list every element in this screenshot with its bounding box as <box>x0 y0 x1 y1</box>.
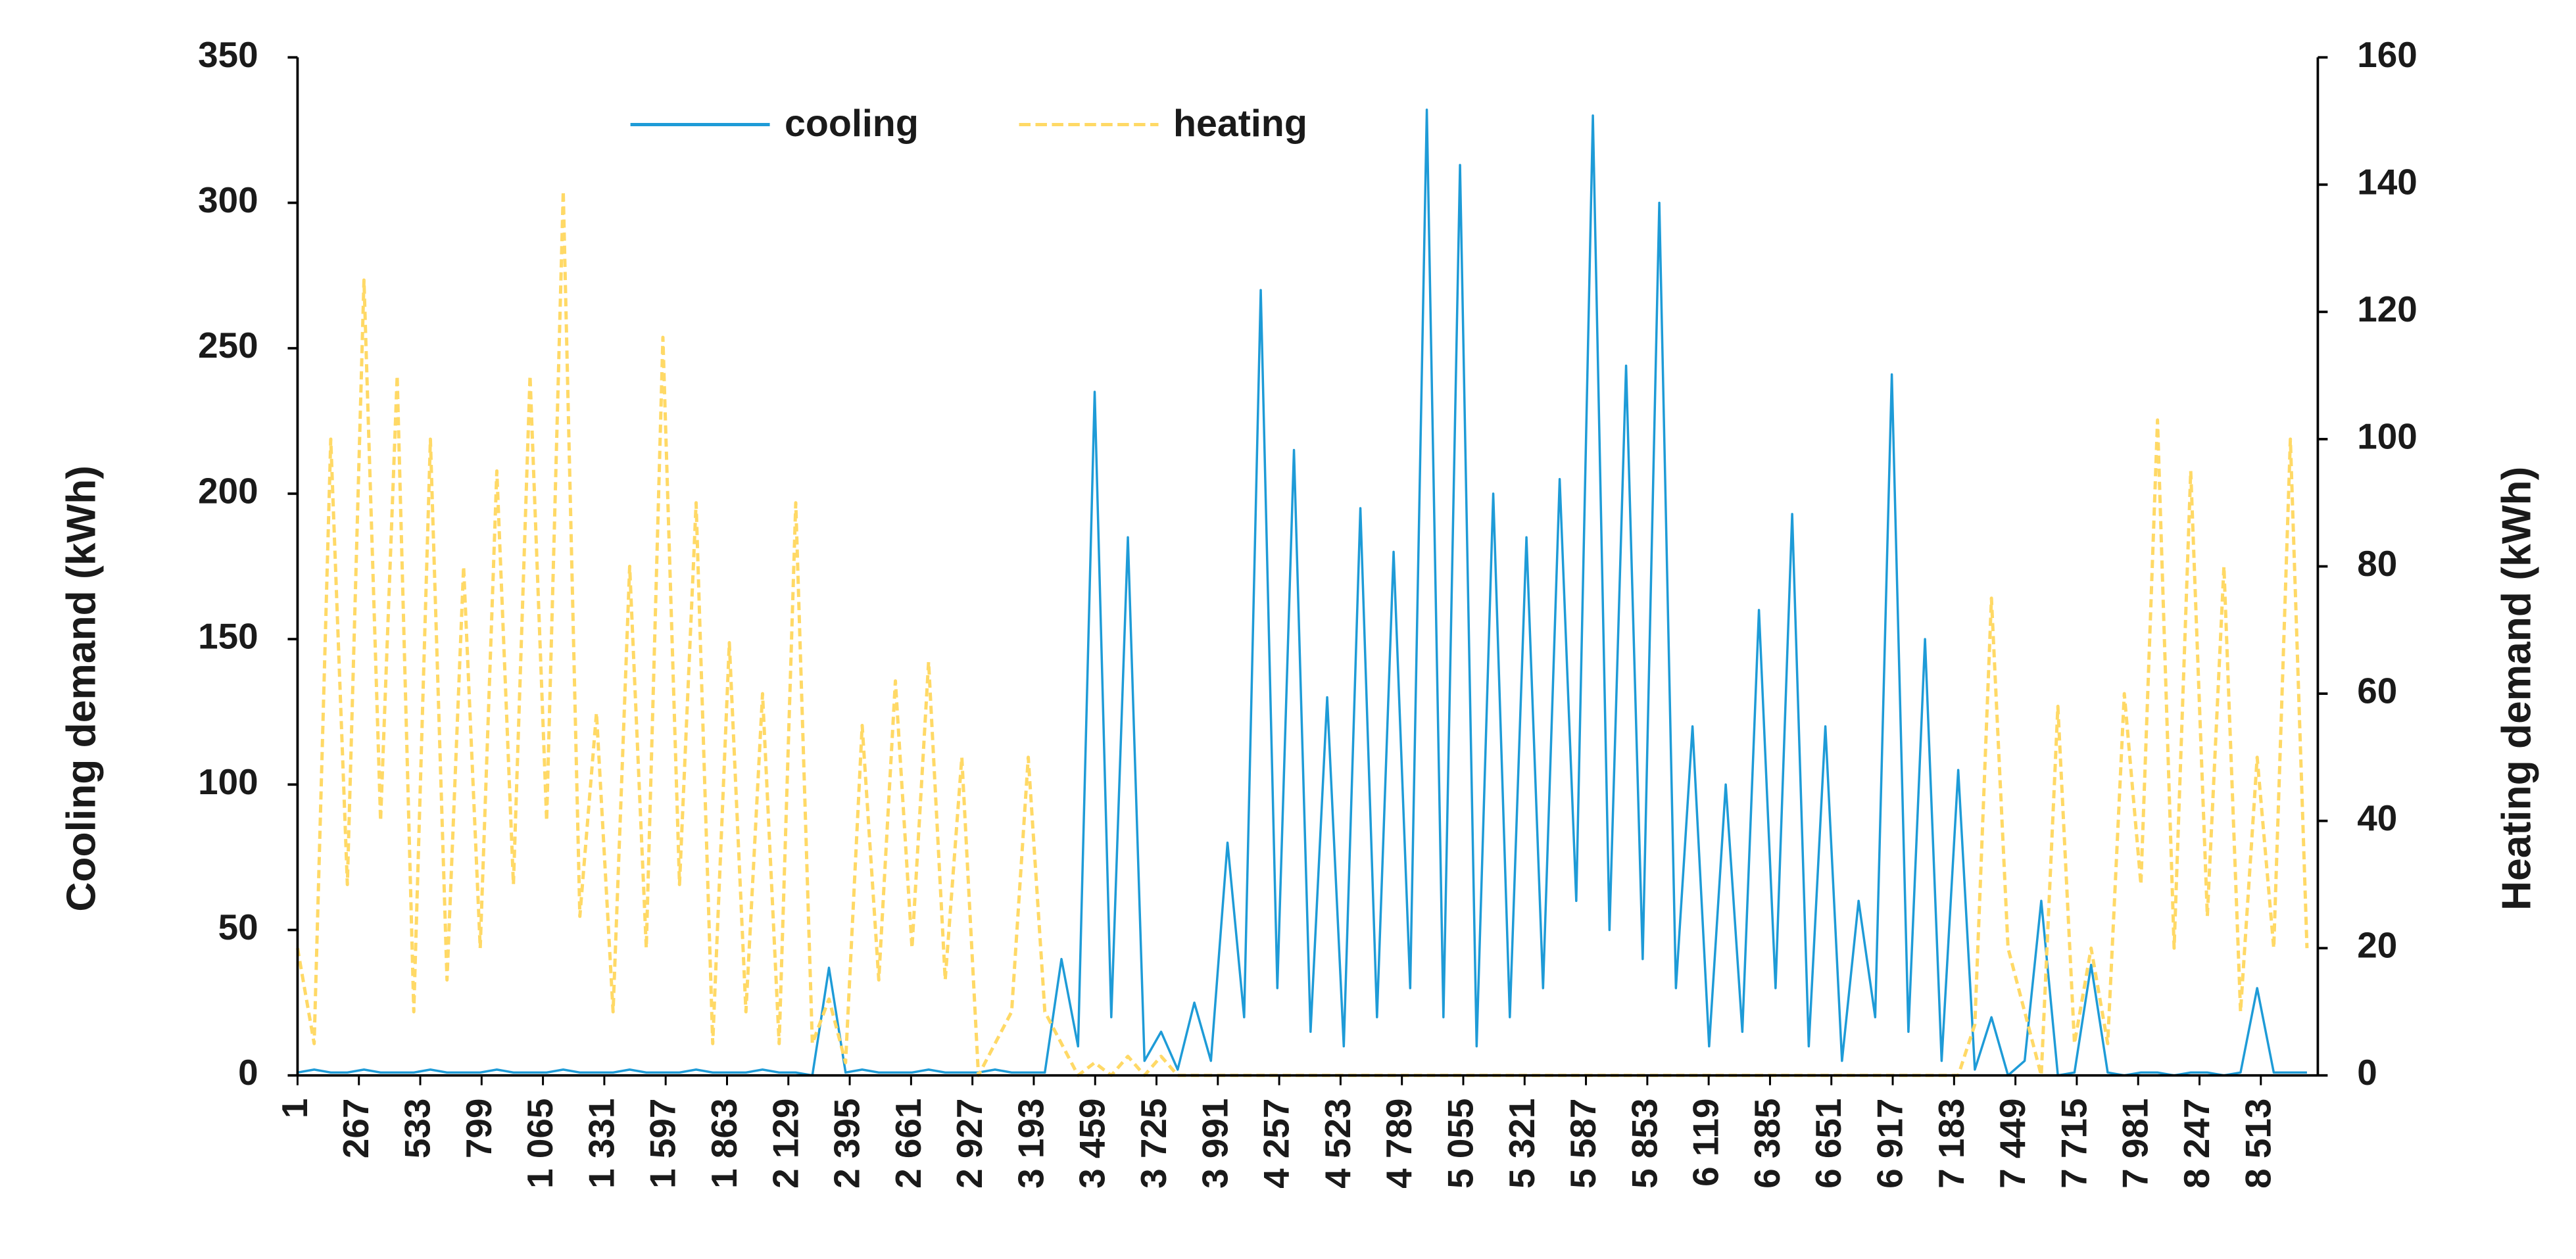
y2-tick-label: 20 <box>2357 925 2397 966</box>
y-tick-label: 0 <box>238 1052 258 1093</box>
x-tick-label: 6 651 <box>1808 1099 1849 1189</box>
y2-tick-label: 140 <box>2357 161 2418 202</box>
x-tick-label: 3 459 <box>1072 1099 1113 1189</box>
x-tick-label: 6 385 <box>1747 1099 1787 1189</box>
y-tick-label: 200 <box>198 470 258 511</box>
x-tick-label: 8 513 <box>2237 1099 2278 1189</box>
x-tick-label: 4 523 <box>1317 1099 1358 1189</box>
x-tick-label: 3 193 <box>1010 1099 1051 1189</box>
y-tick-label: 150 <box>198 616 258 657</box>
x-tick-label: 7 715 <box>2053 1099 2094 1189</box>
x-tick-label: 4 257 <box>1256 1099 1297 1189</box>
x-tick-label: 2 395 <box>827 1099 867 1189</box>
x-tick-label: 2 927 <box>949 1099 990 1189</box>
y2-tick-label: 0 <box>2357 1052 2377 1093</box>
x-tick-label: 2 129 <box>765 1099 806 1189</box>
x-tick-label: 7 183 <box>1931 1099 1972 1189</box>
y2-tick-label: 40 <box>2357 797 2397 838</box>
x-tick-label: 7 449 <box>1992 1099 2033 1189</box>
x-tick-label: 1 597 <box>643 1099 683 1189</box>
x-tick-label: 1 065 <box>520 1099 560 1189</box>
x-tick-label: 533 <box>397 1099 438 1159</box>
x-tick-label: 7 981 <box>2115 1099 2156 1189</box>
x-tick-label: 6 917 <box>1870 1099 1910 1189</box>
x-tick-label: 5 587 <box>1563 1099 1603 1189</box>
y-tick-label: 100 <box>198 761 258 802</box>
x-tick-label: 1 331 <box>581 1099 621 1189</box>
data-line <box>297 108 2307 1077</box>
x-tick-label: 3 725 <box>1133 1099 1174 1189</box>
x-tick-label: 267 <box>335 1099 376 1159</box>
x-tick-label: 5 055 <box>1440 1099 1480 1189</box>
y2-tick-label: 100 <box>2357 416 2418 456</box>
x-tick-label: 8 247 <box>2176 1099 2217 1189</box>
y2-tick-label: 160 <box>2357 34 2418 75</box>
y-tick-label: 50 <box>218 907 258 947</box>
x-tick-label: 5 321 <box>1501 1099 1542 1189</box>
legend-label: cooling <box>785 103 919 145</box>
data-line <box>295 189 2309 1078</box>
x-tick-label: 1 <box>274 1099 315 1119</box>
legend-label: heating <box>1173 103 1307 145</box>
y-tick-label: 350 <box>198 34 258 75</box>
x-tick-label: 2 661 <box>888 1099 929 1189</box>
x-tick-label: 1 863 <box>704 1099 744 1189</box>
y-tick-label: 250 <box>198 325 258 366</box>
y2-tick-label: 120 <box>2357 289 2418 329</box>
y2-axis-title: Heating demand (kWh) <box>2494 467 2540 911</box>
x-tick-label: 6 119 <box>1686 1099 1726 1187</box>
y2-tick-label: 80 <box>2357 543 2397 584</box>
y2-tick-label: 60 <box>2357 671 2397 711</box>
x-tick-label: 3 991 <box>1194 1099 1235 1189</box>
y-axis-title: Cooling demand (kWh) <box>59 465 105 912</box>
x-tick-label: 5 853 <box>1624 1099 1665 1189</box>
y-tick-label: 300 <box>198 179 258 220</box>
x-tick-label: 799 <box>458 1099 499 1159</box>
x-tick-label: 4 789 <box>1378 1099 1419 1189</box>
